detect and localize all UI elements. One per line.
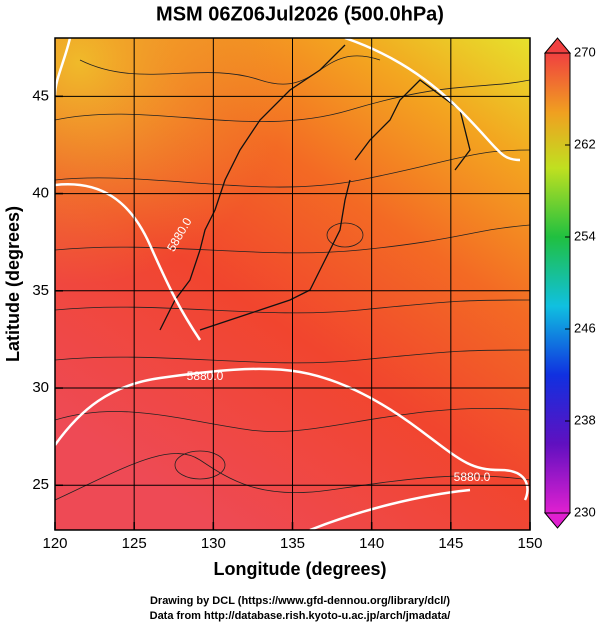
- colorbar-tick-label: 270: [574, 44, 596, 59]
- y-tick-label: 30: [32, 379, 49, 396]
- x-tick-label: 145: [438, 535, 463, 552]
- y-tick-label: 40: [32, 185, 49, 202]
- colorbar: [544, 52, 571, 514]
- x-tick-label: 135: [280, 535, 305, 552]
- y-tick-label: 35: [32, 282, 49, 299]
- coastline: [159, 44, 471, 331]
- x-tick-label: 120: [42, 535, 67, 552]
- x-tick-label: 125: [122, 535, 147, 552]
- colorbar-tick-label: 262: [574, 136, 596, 151]
- y-tick-label: 45: [32, 87, 49, 104]
- footer: Drawing by DCL (https://www.gfd-dennou.o…: [150, 595, 450, 607]
- colorbar-end: [543, 37, 572, 54]
- grid: [55, 38, 530, 530]
- y-tick-label: 25: [32, 476, 49, 493]
- footer: Data from http://database.rish.kyoto-u.a…: [150, 610, 451, 622]
- colorbar-tick-label: 230: [574, 504, 596, 519]
- colorbar-tick-label: 246: [574, 320, 596, 335]
- colorbar-tick-label: 254: [574, 228, 596, 243]
- x-tick-label: 140: [359, 535, 384, 552]
- x-tick-label: 130: [201, 535, 226, 552]
- colorbar-end: [543, 512, 572, 529]
- streamlines: [55, 55, 530, 501]
- contour-label: 5880.0: [454, 470, 491, 484]
- plot-area: 5880.0 5880.0 5880.0: [55, 38, 530, 530]
- y-axis-label: Latitude (degrees): [3, 206, 23, 362]
- x-tick-label: 150: [517, 535, 542, 552]
- chart-title: MSM 06Z06Jul2026 (500.0hPa): [156, 3, 444, 25]
- x-axis-label: Longitude (degrees): [213, 559, 386, 579]
- contour-label: 5880.0: [187, 369, 224, 383]
- colorbar-tick-label: 238: [574, 412, 596, 427]
